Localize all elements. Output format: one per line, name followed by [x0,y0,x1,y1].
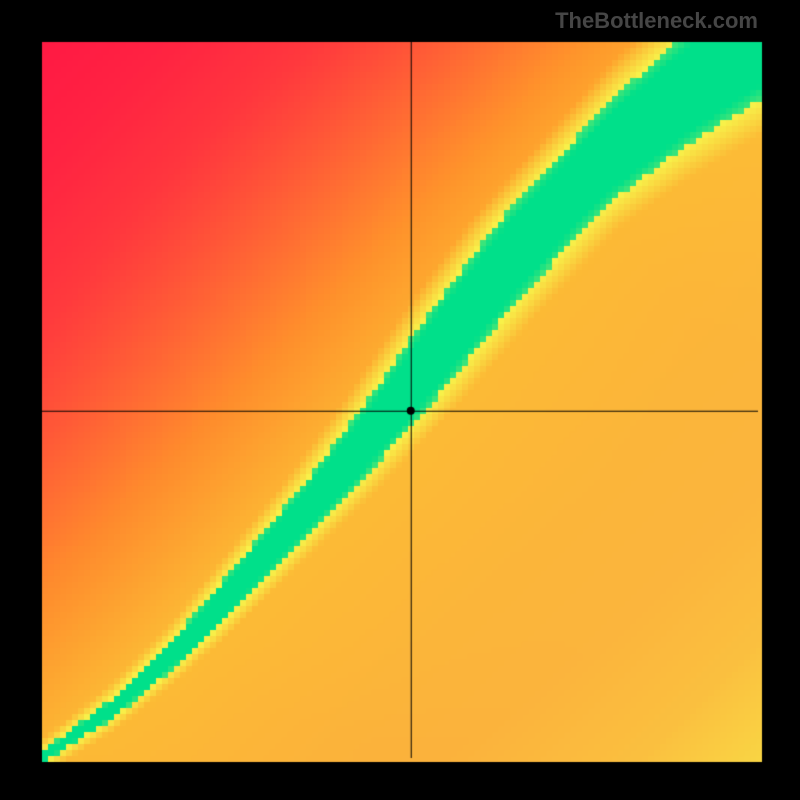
watermark-text: TheBottleneck.com [555,8,758,34]
chart-container: TheBottleneck.com [0,0,800,800]
heatmap-canvas [0,0,800,800]
